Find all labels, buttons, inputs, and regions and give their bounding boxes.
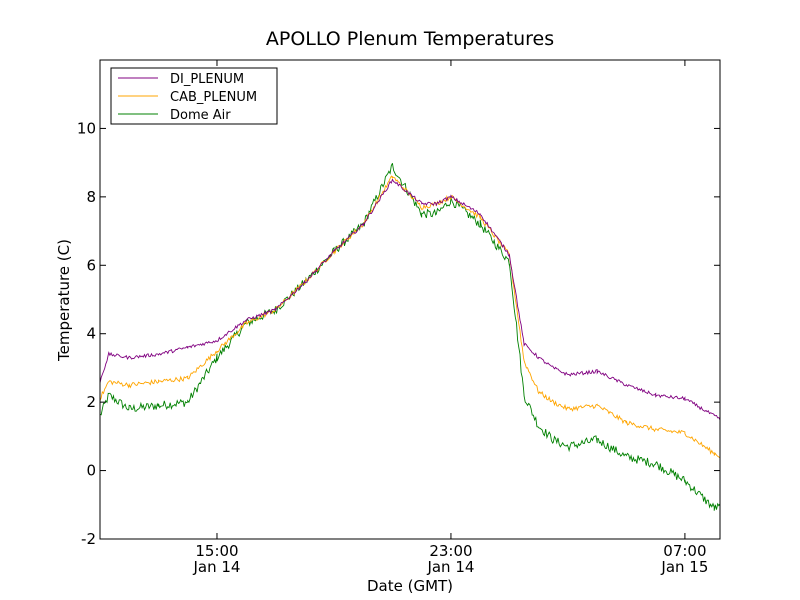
y-tick-label: 8 — [86, 188, 96, 206]
legend-label: DI_PLENUM — [170, 72, 244, 87]
y-tick-label: 0 — [86, 462, 96, 480]
legend-entries: DI_PLENUM CAB_PLENUM Dome Air — [118, 72, 257, 123]
legend: DI_PLENUM CAB_PLENUM Dome Air — [110, 67, 278, 125]
x-tick-label-date: Jan 15 — [660, 558, 708, 576]
x-tick-label-date: Jan 14 — [426, 558, 474, 576]
x-tick-label-date: Jan 14 — [192, 558, 240, 576]
legend-label: Dome Air — [170, 108, 231, 123]
y-axis-title: Temperature (C) — [55, 239, 73, 362]
y-tick-label: -2 — [81, 530, 96, 548]
x-axis-title: Date (GMT) — [367, 577, 453, 595]
y-tick-label: 2 — [86, 393, 96, 411]
series-layer — [100, 162, 720, 511]
legend-label: CAB_PLENUM — [170, 90, 257, 105]
plot-frame — [99, 59, 721, 540]
x-tick-label-time: 07:00 — [663, 542, 706, 560]
x-tick-label-time: 23:00 — [429, 542, 472, 560]
series-line-cab-plenum — [100, 175, 720, 459]
y-tick-label: 10 — [77, 119, 96, 137]
x-tick-label-time: 15:00 — [195, 542, 238, 560]
chart-title: APOLLO Plenum Temperatures — [266, 28, 554, 50]
series-line-di-plenum — [100, 178, 720, 421]
y-tick-label: 4 — [86, 325, 96, 343]
plot-area — [100, 60, 720, 539]
y-tick-label: 6 — [86, 256, 96, 274]
